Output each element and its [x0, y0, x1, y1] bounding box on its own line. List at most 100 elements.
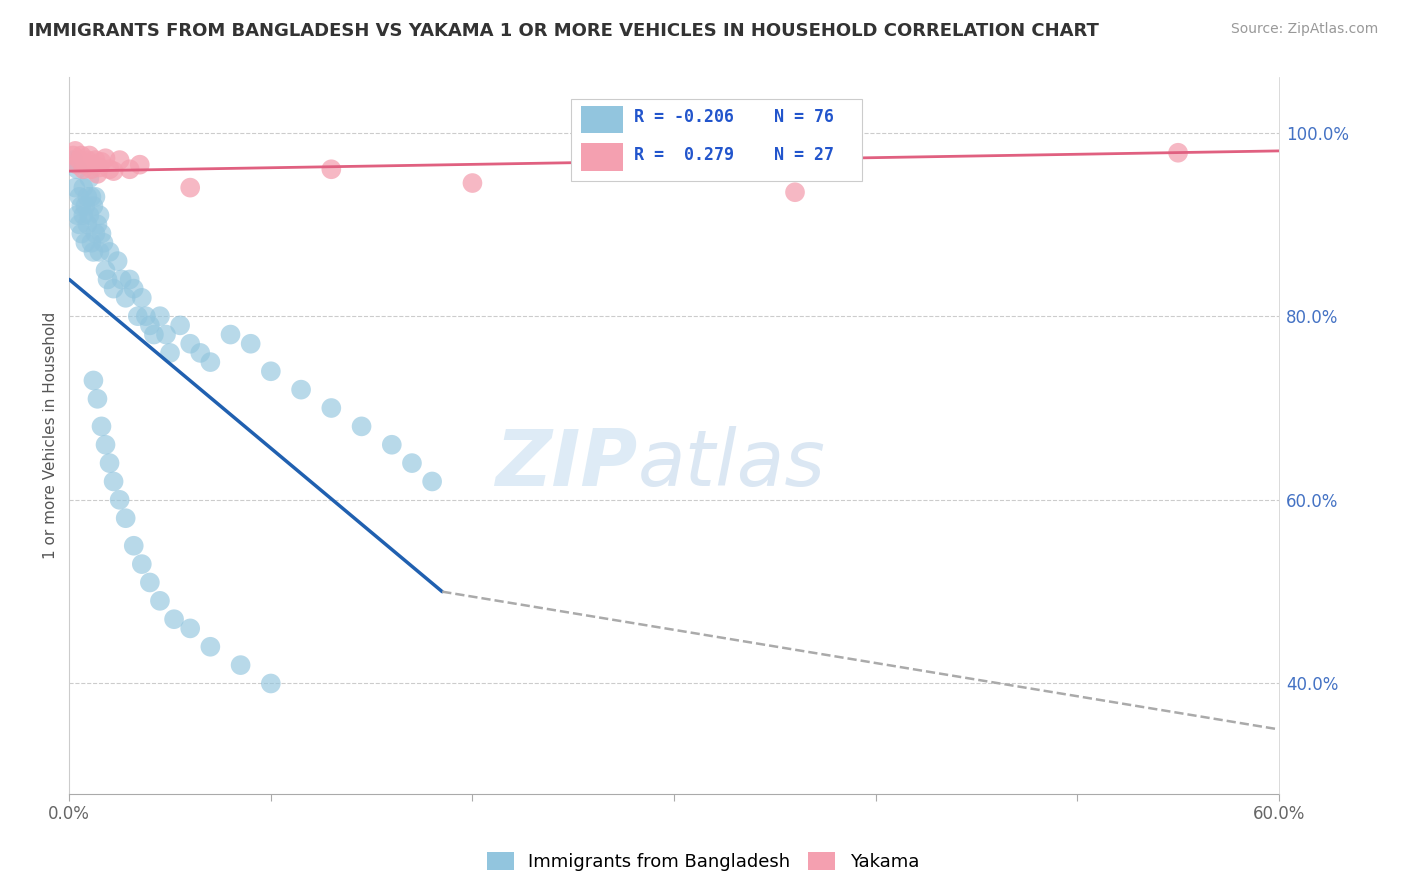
- Point: [86, 392, 108, 406]
- Text: IMMIGRANTS FROM BANGLADESH VS YAKAMA 1 OR MORE VEHICLES IN HOUSEHOLD CORRELATION: IMMIGRANTS FROM BANGLADESH VS YAKAMA 1 O…: [28, 22, 1099, 40]
- Point: [139, 575, 162, 590]
- Point: [94, 263, 117, 277]
- Point: [142, 327, 165, 342]
- Point: [1167, 145, 1189, 160]
- Point: [118, 162, 141, 177]
- Point: [89, 161, 111, 175]
- Point: [67, 190, 90, 204]
- Point: [188, 346, 211, 360]
- Point: [107, 254, 129, 268]
- Point: [82, 244, 104, 259]
- Point: [122, 282, 145, 296]
- Text: ZIP: ZIP: [495, 426, 638, 502]
- Text: Source: ZipAtlas.com: Source: ZipAtlas.com: [1230, 22, 1378, 37]
- Point: [103, 164, 125, 178]
- Point: [114, 511, 136, 525]
- Point: [159, 346, 181, 360]
- Point: [420, 475, 443, 489]
- Point: [200, 640, 222, 654]
- Point: [135, 309, 157, 323]
- Point: [76, 218, 98, 232]
- Point: [98, 244, 121, 259]
- Point: [103, 282, 125, 296]
- Point: [62, 148, 84, 162]
- Point: [179, 336, 201, 351]
- Point: [122, 539, 145, 553]
- Point: [461, 176, 484, 190]
- Point: [86, 167, 108, 181]
- Point: [321, 401, 343, 415]
- Point: [80, 162, 103, 177]
- Point: [111, 272, 134, 286]
- Point: [139, 318, 162, 333]
- FancyBboxPatch shape: [581, 144, 623, 170]
- Point: [90, 155, 112, 169]
- Point: [94, 151, 117, 165]
- Point: [75, 199, 97, 213]
- Point: [72, 208, 94, 222]
- Point: [239, 336, 262, 351]
- Point: [76, 153, 98, 167]
- Point: [62, 153, 84, 167]
- Point: [108, 492, 131, 507]
- Point: [149, 594, 172, 608]
- Point: [108, 153, 131, 167]
- Point: [65, 180, 87, 194]
- Point: [169, 318, 191, 333]
- Point: [155, 327, 177, 342]
- Point: [82, 158, 104, 172]
- Point: [70, 227, 93, 241]
- Point: [260, 364, 283, 378]
- Point: [90, 419, 112, 434]
- Point: [70, 148, 93, 162]
- Point: [103, 475, 125, 489]
- Point: [783, 185, 806, 199]
- Point: [67, 153, 90, 167]
- Point: [321, 162, 343, 177]
- Point: [75, 235, 97, 250]
- Point: [79, 171, 101, 186]
- Point: [76, 190, 98, 204]
- Point: [90, 227, 112, 241]
- Point: [131, 557, 153, 571]
- Point: [131, 291, 153, 305]
- Point: [114, 291, 136, 305]
- Point: [127, 309, 149, 323]
- Point: [66, 208, 89, 222]
- Point: [80, 190, 103, 204]
- Point: [200, 355, 222, 369]
- Point: [86, 218, 108, 232]
- Point: [179, 621, 201, 635]
- Point: [89, 244, 111, 259]
- Point: [82, 199, 104, 213]
- Point: [350, 419, 373, 434]
- Point: [72, 180, 94, 194]
- Text: R =  0.279    N = 27: R = 0.279 N = 27: [634, 145, 834, 164]
- Point: [79, 148, 101, 162]
- Text: atlas: atlas: [638, 426, 825, 502]
- Point: [290, 383, 312, 397]
- Point: [219, 327, 242, 342]
- Point: [79, 208, 101, 222]
- Point: [89, 208, 111, 222]
- Point: [82, 374, 104, 388]
- Point: [260, 676, 283, 690]
- Point: [65, 144, 87, 158]
- Point: [118, 272, 141, 286]
- Point: [67, 218, 90, 232]
- Point: [96, 272, 118, 286]
- Point: [381, 438, 404, 452]
- Point: [84, 227, 107, 241]
- Point: [128, 158, 150, 172]
- Point: [93, 235, 115, 250]
- Point: [66, 162, 89, 177]
- Point: [84, 190, 107, 204]
- Y-axis label: 1 or more Vehicles in Household: 1 or more Vehicles in Household: [44, 312, 58, 559]
- FancyBboxPatch shape: [581, 106, 623, 133]
- Text: R = -0.206    N = 76: R = -0.206 N = 76: [634, 108, 834, 126]
- Point: [149, 309, 172, 323]
- Point: [70, 199, 93, 213]
- Point: [72, 162, 94, 177]
- Point: [98, 162, 121, 177]
- Point: [94, 438, 117, 452]
